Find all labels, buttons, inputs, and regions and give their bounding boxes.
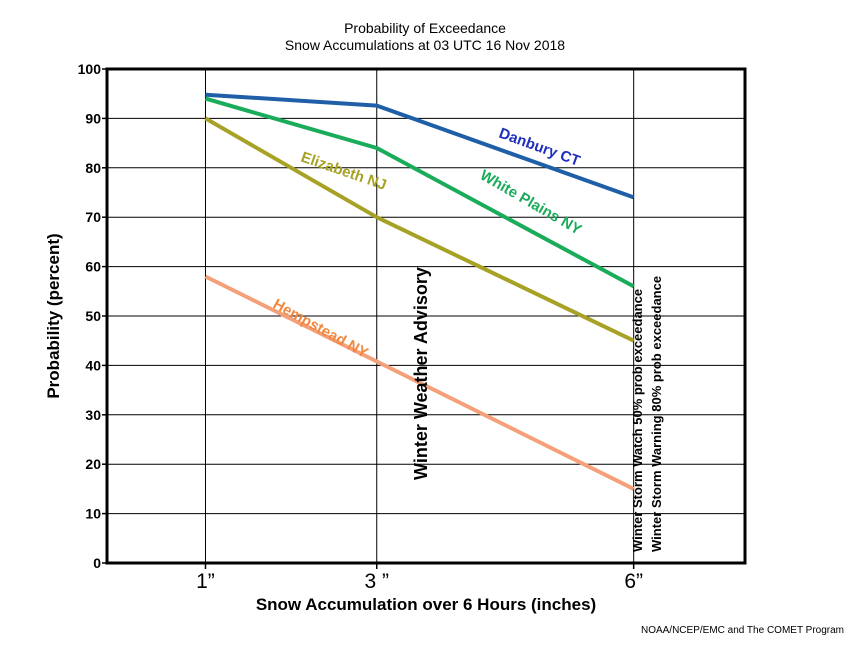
annotation-winter-storm-watch: Winter Storm Watch 50% prob exceedance — [630, 289, 645, 552]
y-tick-label: 40 — [85, 357, 101, 373]
y-tick-label: 0 — [93, 555, 101, 571]
y-tick-label: 90 — [85, 110, 101, 126]
y-tick-label: 50 — [85, 308, 101, 324]
y-tick-label: 80 — [85, 160, 101, 176]
plot-frame — [105, 67, 747, 565]
series-label-hempstead: Hempstead NY — [270, 296, 371, 362]
series-label-white-plains: White Plains NY — [477, 167, 584, 239]
series-label-elizabeth: Elizabeth NJ — [299, 149, 389, 194]
x-tick-label: 3 ” — [365, 570, 390, 593]
x-axis-ticks: 1” 3 ” 6” — [196, 563, 643, 593]
annotation-winter-storm-warning: Winter Storm Warning 80% prob exceedance — [649, 276, 664, 552]
annotation-winter-weather-advisory: Winter Weather Advisory — [411, 267, 431, 480]
series-line-white-plains-ny — [204, 96, 635, 289]
chart-title: Probability of Exceedance — [344, 20, 506, 36]
series-lines — [204, 92, 635, 491]
y-axis-label: Probability (percent) — [44, 233, 63, 398]
y-tick-label: 30 — [85, 407, 101, 423]
x-axis-label: Snow Accumulation over 6 Hours (inches) — [256, 595, 596, 614]
y-tick-label: 20 — [85, 456, 101, 472]
chart-subtitle: Snow Accumulations at 03 UTC 16 Nov 2018 — [285, 37, 565, 53]
y-tick-label: 100 — [78, 61, 102, 77]
y-axis-ticks: 0 10 20 30 40 50 60 70 80 90 100 — [78, 61, 107, 571]
x-tick-label: 1” — [196, 570, 215, 593]
series-line-danbury-ct — [205, 92, 635, 200]
y-tick-label: 10 — [85, 506, 101, 522]
series-line-hempstead-ny — [204, 274, 635, 491]
y-tick-label: 60 — [85, 259, 101, 275]
x-tick-label: 6” — [624, 570, 643, 593]
credit-text: NOAA/NCEP/EMC and The COMET Program — [641, 625, 844, 636]
y-tick-label: 70 — [85, 209, 101, 225]
series-line-elizabeth-nj — [204, 116, 635, 343]
